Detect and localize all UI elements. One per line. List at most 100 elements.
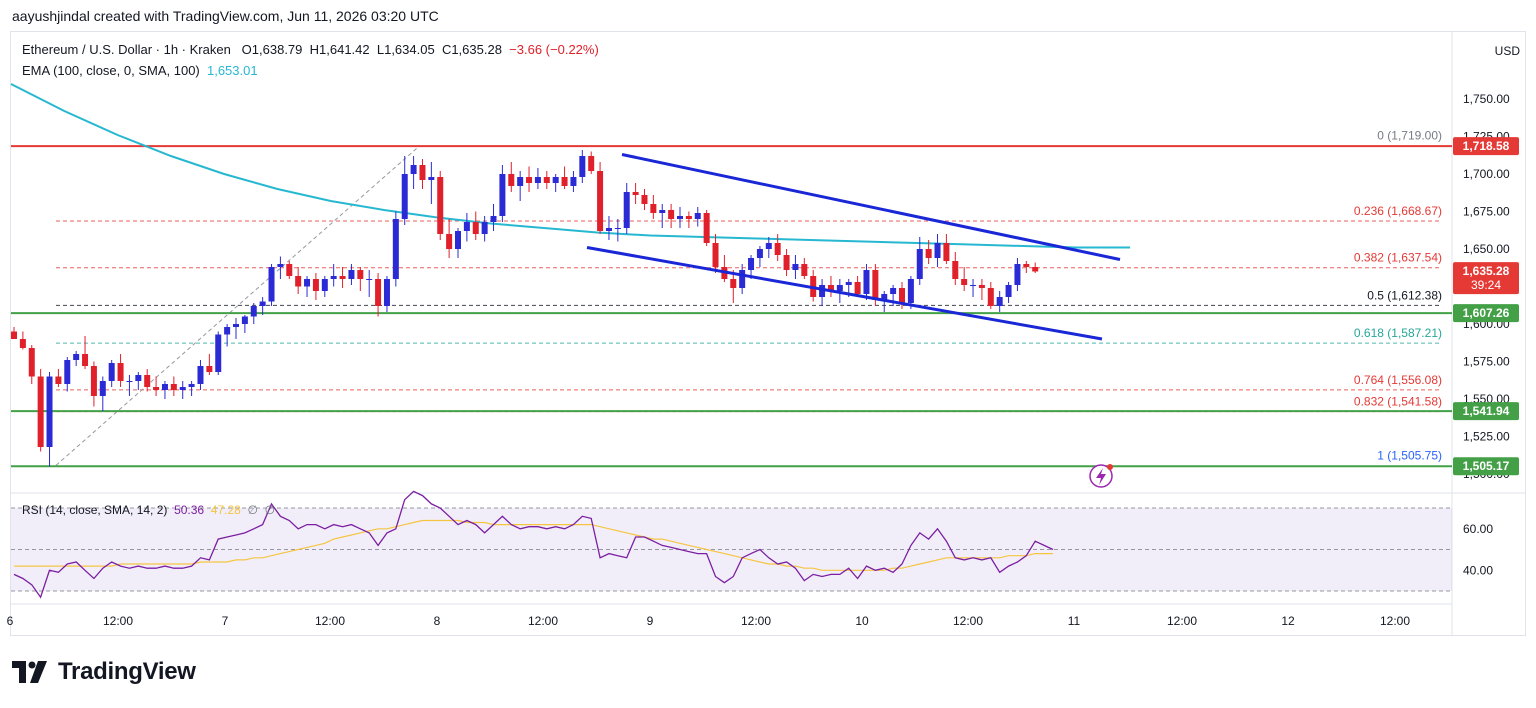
price-tag: 1,607.26 [1453,304,1519,323]
channel-lower-line [586,246,1103,341]
ema-value: 1,653.01 [206,63,258,78]
x-tick-label: 12:00 [741,614,771,628]
chart-attribution: aayushjindal created with TradingView.co… [12,8,439,24]
candle-body [916,249,923,279]
candle-body [783,255,790,270]
candle-body [481,222,488,234]
candle-body [383,279,390,306]
rsi-label: RSI (14, close, SMA, 14, 2) [22,503,168,517]
candle-body [996,297,1003,306]
price-tag-label: 1,718.58 [1463,139,1510,153]
candle-body [437,177,444,234]
candle-body [259,301,266,306]
ema-legend[interactable]: EMA (100, close, 0, SMA, 100) 1,653.01 [22,63,258,78]
candle-body [970,285,977,286]
rsi-extra-2: ∅ [264,503,276,517]
x-tick-label: 10 [855,614,869,628]
low-label: L [376,42,385,57]
candle-body [943,243,950,261]
candle-body [90,366,97,396]
rsi-line [13,490,1054,599]
candle-body [419,165,426,180]
candle-body [304,279,311,287]
candle-body [978,285,985,288]
x-tick-label: 7 [222,614,229,628]
candle-body [241,316,248,324]
x-tick-label: 9 [647,614,654,628]
fib-level-label: 0.764 (1,556.08) [1354,373,1442,387]
candle-body [126,381,133,382]
candle-body [64,360,71,384]
candle-body [161,384,168,390]
candle-body [872,270,879,300]
candle-body [845,282,852,285]
candle-body [99,381,106,396]
price-tag: 1,541.94 [1453,402,1519,421]
candle-body [268,267,275,302]
price-tag-bg [1453,457,1519,476]
fib-level-label: 0.236 (1,668.67) [1354,204,1442,218]
candle-body [668,210,675,219]
candle-body [552,177,559,183]
candle-body [907,279,914,303]
candle-body [712,243,719,267]
x-tick-label: 12:00 [528,614,558,628]
candle-body [357,270,364,279]
candle-body [153,387,160,390]
candle-body [463,222,470,231]
candle-body [55,376,62,384]
fib-level-label: 1 (1,505.75) [1377,448,1442,462]
candle-body [526,177,533,183]
price-tag: 1,718.58 [1453,137,1519,156]
candle-body [348,270,355,279]
tradingview-logo-icon [12,661,47,683]
candle-body [392,219,399,279]
y-tick-label: 1,675.00 [1463,205,1510,219]
price-tag-bg [1453,402,1519,421]
candle-body [1005,285,1012,297]
candle-body [952,261,959,279]
candle-body [543,177,550,183]
candle-body [73,354,80,360]
candle-body [108,363,115,381]
ema-line [10,83,1130,249]
rsi-tick-label: 40.00 [1463,563,1493,577]
candle-body [632,192,639,195]
symbol-name[interactable]: Ethereum / U.S. Dollar · 1h · Kraken [22,42,231,57]
candle-body [730,279,737,288]
candle-body [854,282,861,294]
high-label: H [309,42,320,57]
candle-body [446,234,453,249]
price-tag-countdown: 39:24 [1471,278,1501,292]
fib-level-label: 0.832 (1,541.58) [1354,395,1442,409]
candle-body [614,228,621,229]
x-tick-label: 11 [1068,614,1081,628]
channel-upper-line [621,153,1121,261]
ema-label: EMA (100, close, 0, SMA, 100) [22,63,200,78]
fib-level-label: 0.382 (1,637.54) [1354,251,1442,265]
candle-body [863,270,870,294]
candle-body [508,174,515,186]
currency-label[interactable]: USD [1494,44,1520,58]
x-tick-label: 6 [7,614,14,628]
close-label: C [441,42,452,57]
candle-body [197,366,204,384]
candle-body [739,270,746,288]
fib-level-label: 0 (1,719.00) [1377,129,1442,143]
candle-body [659,210,666,213]
rsi-legend[interactable]: RSI (14, close, SMA, 14, 2) 50.36 47.28 … [22,503,275,517]
candle-body [561,177,568,186]
price-tag-label: 1,541.94 [1463,404,1510,418]
close-value: 1,635.28 [451,42,502,57]
x-tick-label: 12:00 [315,614,345,628]
x-tick-label: 12:00 [103,614,133,628]
candle-body [881,294,888,300]
candle-body [233,324,239,327]
symbol-legend: Ethereum / U.S. Dollar · 1h · Kraken O1,… [22,42,599,57]
candle-body [366,279,373,280]
x-tick-label: 12:00 [1167,614,1197,628]
candle-body [677,216,683,219]
x-tick-label: 12 [1281,614,1295,628]
